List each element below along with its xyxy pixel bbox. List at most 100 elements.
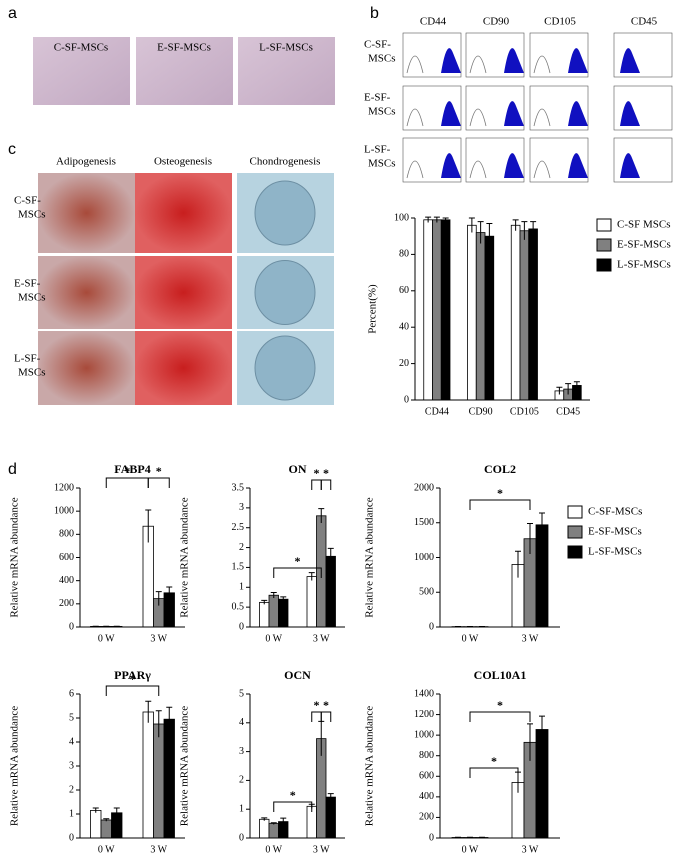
y-tick-label: 500 (419, 587, 434, 598)
significance-mark: * (290, 788, 296, 802)
significance-bracket (106, 478, 148, 488)
panel-label: c (8, 141, 16, 158)
y-tick-label: 800 (419, 750, 434, 761)
y-tick-label: 0 (429, 832, 434, 843)
x-tick-label: 3 W (150, 844, 167, 854)
x-tick-label: 0 W (265, 633, 282, 644)
y-axis-label: Relative mRNA abundance (9, 497, 21, 617)
y-tick-label: 1.5 (232, 562, 245, 573)
row-label: C-SF- (14, 195, 41, 207)
y-tick-label: 1 (239, 582, 244, 593)
y-tick-label: 400 (419, 791, 434, 802)
y-tick-label: 20 (399, 358, 409, 369)
significance-bracket (312, 712, 322, 722)
column-header: Osteogenesis (154, 156, 212, 168)
x-tick-label: CD90 (469, 406, 493, 417)
x-tick-label: 0 W (462, 633, 479, 644)
x-tick-label: CD105 (510, 406, 539, 417)
chart-title: COL2 (484, 462, 516, 476)
legend-label: L-SF-MSCs (617, 259, 671, 271)
pellet (255, 336, 315, 400)
y-tick-label: 1400 (414, 688, 434, 699)
y-tick-label: 60 (399, 285, 409, 296)
significance-mark: * (156, 464, 162, 478)
image-label: L-SF-MSCs (259, 42, 313, 54)
chart-title: ON (289, 462, 307, 476)
bar (143, 712, 154, 838)
significance-mark: * (314, 698, 320, 712)
bar (485, 236, 494, 400)
bar (476, 233, 485, 400)
column-header: Chondrogenesis (250, 156, 321, 168)
row-label: E-SF- (364, 92, 391, 104)
y-tick-label: 1 (239, 803, 244, 814)
y-tick-label: 400 (59, 575, 74, 586)
bar (326, 797, 336, 838)
y-tick-label: 80 (399, 249, 409, 260)
chart-title: COL10A1 (474, 668, 527, 682)
y-tick-label: 3 (69, 760, 74, 771)
bar (307, 577, 317, 627)
y-tick-label: 1000 (54, 505, 74, 516)
y-tick-label: 600 (59, 552, 74, 563)
y-axis-label: Relative mRNA abundance (9, 706, 21, 826)
significance-mark: * (323, 698, 329, 712)
bar (511, 225, 520, 400)
y-tick-label: 1000 (414, 729, 434, 740)
bar (520, 231, 529, 400)
stain-image (135, 256, 232, 329)
y-tick-label: 2 (239, 775, 244, 786)
stain-image (135, 331, 232, 405)
significance-mark: * (295, 554, 301, 568)
x-tick-label: 0 W (462, 844, 479, 854)
row-label: L-SF- (364, 144, 391, 156)
x-tick-label: 0 W (98, 844, 115, 854)
y-tick-label: 2000 (414, 482, 434, 493)
column-header: CD45 (631, 16, 658, 28)
column-header: Adipogenesis (56, 156, 116, 168)
bar (441, 220, 450, 400)
bar (529, 229, 538, 400)
x-tick-label: 3 W (313, 633, 330, 644)
row-label: MSCs (368, 53, 396, 65)
bar (269, 595, 279, 627)
legend-swatch (568, 526, 582, 538)
significance-bracket (470, 768, 518, 778)
y-tick-label: 800 (59, 529, 74, 540)
y-tick-label: 200 (419, 812, 434, 823)
y-axis-label: Percent(%) (367, 284, 379, 334)
row-label: MSCs (18, 292, 46, 304)
pellet (255, 181, 315, 245)
legend-label: C-SF-MSCs (588, 506, 642, 518)
row-label: L-SF- (14, 353, 41, 365)
y-tick-label: 100 (394, 212, 409, 223)
significance-mark: * (497, 698, 503, 712)
column-header: CD44 (420, 16, 447, 28)
x-tick-label: 3 W (522, 633, 539, 644)
bar (164, 719, 175, 838)
y-tick-label: 0.5 (232, 601, 245, 612)
row-label: C-SF- (364, 39, 391, 51)
column-header: CD105 (544, 16, 576, 28)
y-tick-label: 0 (429, 621, 434, 632)
y-tick-label: 200 (59, 598, 74, 609)
y-tick-label: 0 (69, 832, 74, 843)
stain-image (38, 331, 135, 405)
legend-swatch (597, 259, 611, 271)
legend-swatch (597, 219, 611, 231)
y-tick-label: 1200 (414, 709, 434, 720)
bar (536, 525, 548, 627)
y-tick-label: 600 (419, 771, 434, 782)
x-tick-label: 0 W (265, 844, 282, 854)
significance-mark: * (323, 466, 329, 480)
y-tick-label: 1200 (54, 482, 74, 493)
y-tick-label: 0 (404, 394, 409, 405)
y-tick-label: 5 (239, 688, 244, 699)
bar (468, 225, 477, 400)
stain-image (38, 256, 135, 329)
row-label: E-SF- (14, 278, 41, 290)
row-label: MSCs (18, 209, 46, 221)
bar (326, 556, 336, 627)
y-axis-label: Relative mRNA abundance (179, 497, 191, 617)
y-axis-label: Relative mRNA abundance (364, 497, 376, 617)
